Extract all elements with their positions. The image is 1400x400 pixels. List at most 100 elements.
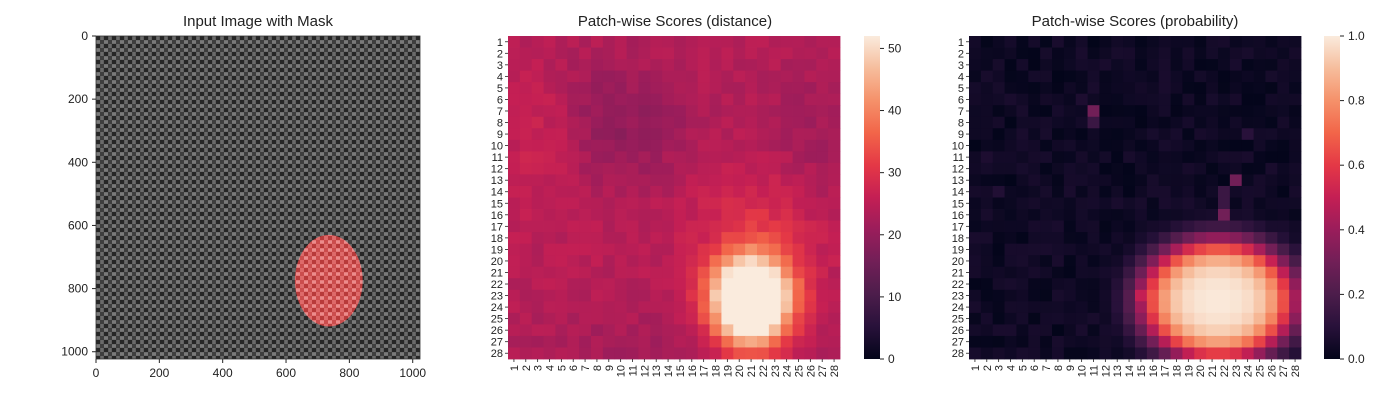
heatmap-cell xyxy=(614,82,627,95)
heatmap-cell xyxy=(602,36,616,48)
heatmap-cell xyxy=(709,324,722,337)
heatmap-cell xyxy=(757,105,770,118)
heatmap-cell xyxy=(555,139,568,152)
heatmap-cell xyxy=(1289,220,1302,233)
heatmap-cell xyxy=(579,335,592,348)
heatmap-cell xyxy=(1158,139,1171,152)
heatmap-cell xyxy=(602,243,616,256)
heatmap-cell xyxy=(1218,312,1231,325)
heatmap-cell xyxy=(638,266,651,279)
heatmap-cell xyxy=(543,266,556,279)
heatmap-cell xyxy=(519,36,533,48)
anomaly-mask xyxy=(294,234,363,327)
heatmap-cell xyxy=(804,243,817,256)
heatmap-cell xyxy=(1004,105,1017,118)
heatmap-cell xyxy=(1206,289,1219,302)
heatmap-cell xyxy=(804,301,817,314)
heatmap-cell xyxy=(508,174,521,187)
heatmap-cell xyxy=(1206,59,1219,72)
heatmap-cell xyxy=(792,93,805,106)
heatmap-cell xyxy=(1016,312,1029,325)
heatmap-cell xyxy=(519,47,533,60)
heatmap-cell xyxy=(674,197,687,210)
heatmap-cell xyxy=(1170,151,1183,164)
heatmap-cell xyxy=(768,116,782,129)
heatmap-cell xyxy=(1016,289,1029,302)
heatmap-cell xyxy=(1194,232,1207,245)
heatmap-cell xyxy=(1194,151,1207,164)
heatmap-cell xyxy=(1218,47,1231,60)
heatmap-cell xyxy=(602,151,616,164)
heatmap-cell xyxy=(1123,312,1136,325)
heatmap-cell xyxy=(768,255,782,268)
heatmap-cell xyxy=(733,174,746,187)
heatmap-cell xyxy=(1028,128,1041,141)
heatmap-cell xyxy=(757,220,770,233)
heatmap-cell xyxy=(1028,335,1041,348)
heatmap-cell xyxy=(1265,209,1278,221)
heatmap-cell xyxy=(697,82,710,95)
heatmap-cell xyxy=(567,174,580,187)
row-tick-label: 19 xyxy=(491,244,503,256)
heatmap-cell xyxy=(745,266,758,279)
heatmap-cell xyxy=(1028,197,1041,210)
heatmap-cell xyxy=(1052,243,1065,256)
heatmap-cell xyxy=(1218,278,1231,291)
row-tick-label: 19 xyxy=(952,244,964,256)
col-tick-label: 5 xyxy=(556,365,568,371)
col-tick-label: 22 xyxy=(1219,365,1231,377)
heatmap-cell xyxy=(1040,59,1053,72)
heatmap-cell xyxy=(1265,243,1278,256)
heatmap-cell xyxy=(602,116,616,129)
heatmap-cell xyxy=(662,70,675,83)
heatmap-cell xyxy=(1135,128,1148,141)
heatmap-cell xyxy=(1229,255,1243,268)
heatmap-cell xyxy=(519,82,533,95)
heatmap-cell xyxy=(1135,151,1148,164)
heatmap-cell xyxy=(638,162,651,175)
heatmap-cell xyxy=(1158,209,1171,221)
heatmap-cell xyxy=(757,335,770,348)
heatmap-cell xyxy=(531,82,544,95)
heatmap-cell xyxy=(1194,47,1207,60)
heatmap-cell xyxy=(602,232,616,245)
heatmap-cell xyxy=(1040,324,1053,337)
heatmap-cell xyxy=(1075,301,1088,314)
heatmap-cell xyxy=(1063,209,1077,221)
heatmap-cell xyxy=(543,116,556,129)
heatmap-cell xyxy=(828,232,841,245)
heatmap-cell xyxy=(531,59,544,72)
heatmap-cell xyxy=(1087,59,1100,72)
colorbar-tick-label: 20 xyxy=(888,228,902,242)
heatmap-cell xyxy=(1289,266,1302,279)
heatmap-cell xyxy=(709,139,722,152)
heatmap-cell xyxy=(1206,185,1219,198)
heatmap-cell xyxy=(768,139,782,152)
col-tick-label: 19 xyxy=(722,365,734,377)
heatmap-cell xyxy=(1218,243,1231,256)
heatmap-cell xyxy=(602,139,616,152)
heatmap-cell xyxy=(1277,151,1290,164)
heatmap-cell xyxy=(828,301,841,314)
heatmap-cell xyxy=(602,47,616,60)
heatmap-cell xyxy=(1052,289,1065,302)
heatmap-cell xyxy=(531,93,544,106)
heatmap-cell xyxy=(508,255,521,268)
row-tick-label: 12 xyxy=(491,164,503,176)
heatmap-cell xyxy=(591,197,604,210)
heatmap-cell xyxy=(804,232,817,245)
heatmap-cell xyxy=(992,289,1005,302)
row-tick-label: 14 xyxy=(952,187,964,199)
heatmap-cell xyxy=(1241,312,1254,325)
heatmap-cell xyxy=(1289,105,1302,118)
heatmap-cell xyxy=(816,139,829,152)
heatmap-cell xyxy=(745,105,758,118)
heatmap-cell xyxy=(1289,116,1302,129)
panel-probability-heatmap: Patch-wise Scores (probability) 11223344… xyxy=(952,13,1365,377)
col-tick-label: 4 xyxy=(1006,365,1018,371)
heatmap-cell xyxy=(1277,162,1290,175)
heatmap-cell xyxy=(768,70,782,83)
heatmap-cell xyxy=(992,105,1005,118)
heatmap-cell xyxy=(626,197,639,210)
heatmap-cell xyxy=(816,255,829,268)
